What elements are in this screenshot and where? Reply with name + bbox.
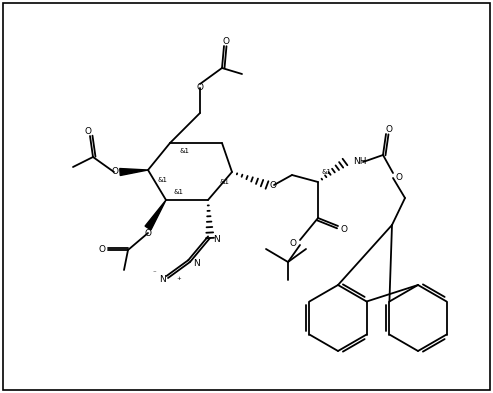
Text: O: O [222,37,230,46]
Text: &1: &1 [322,169,332,175]
Text: O: O [84,127,92,136]
Text: NH: NH [353,158,366,167]
Text: &1: &1 [180,148,190,154]
Text: O: O [270,180,277,189]
Text: &1: &1 [220,179,230,185]
Text: O: O [99,246,106,255]
Text: &1: &1 [174,189,184,195]
Polygon shape [145,200,166,230]
Text: O: O [197,83,204,92]
Text: N: N [159,274,166,283]
Text: N: N [213,235,220,244]
Text: ⁻: ⁻ [152,270,156,276]
Text: O: O [290,239,297,248]
Polygon shape [120,169,148,176]
Text: +: + [176,277,181,281]
Text: O: O [341,226,348,235]
Text: O: O [395,173,402,182]
Text: O: O [386,125,392,134]
Text: N: N [193,259,200,268]
Text: O: O [144,228,151,237]
Text: &1: &1 [158,177,168,183]
Text: O: O [111,167,118,176]
